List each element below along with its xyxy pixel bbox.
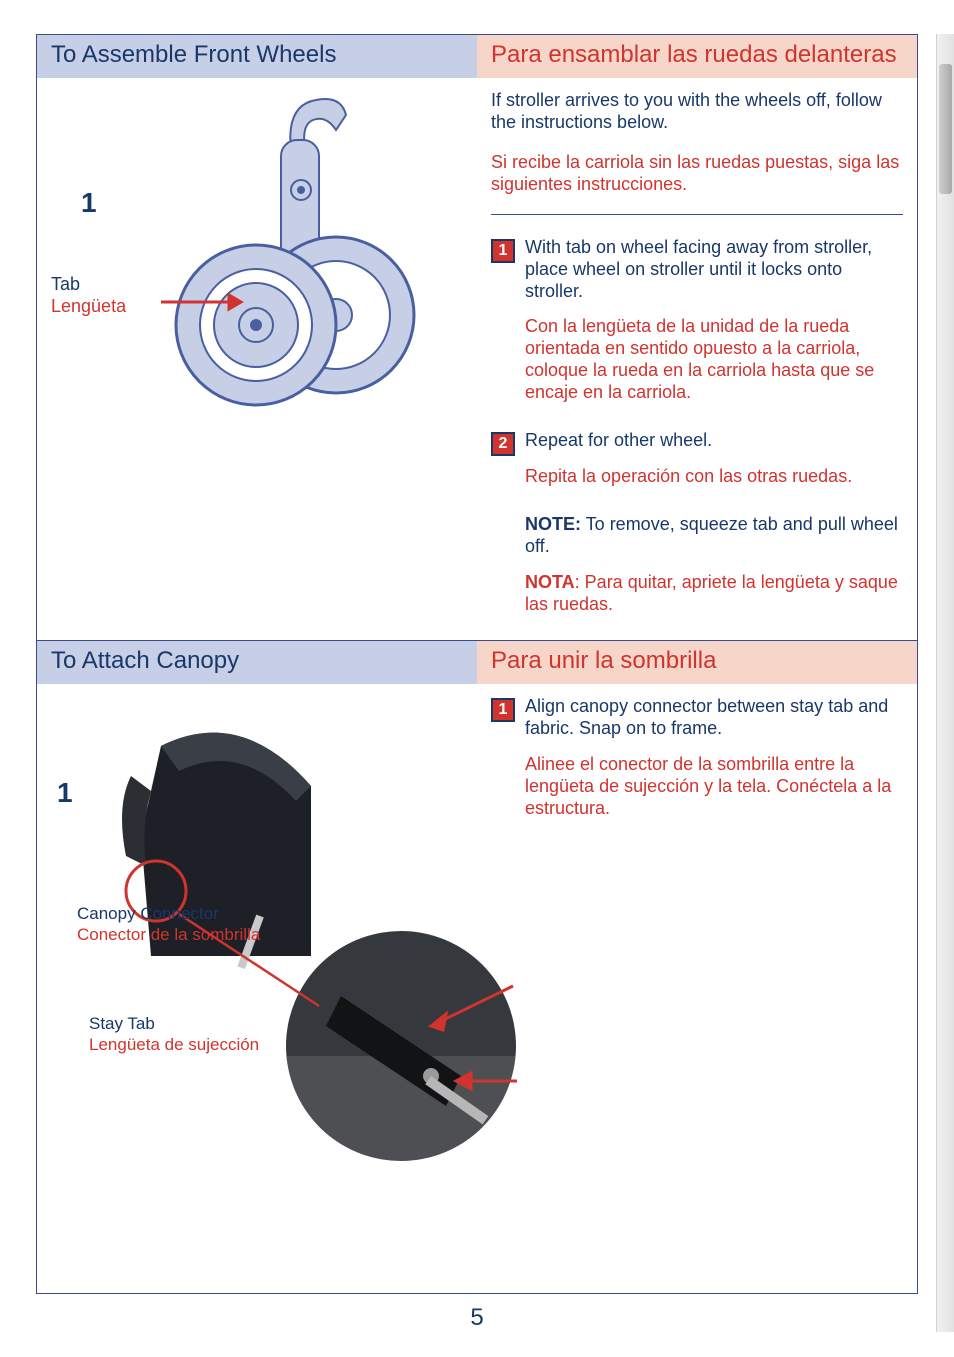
vertical-scrollbar[interactable] [936,34,954,1332]
step-number-badge: 2 [491,432,515,456]
callout1-es: Conector de la sombrilla [77,925,260,946]
note-label-es: NOTA [525,572,575,592]
section1-body: 1 Tab Lengüeta [37,78,917,640]
section1-heading-es: Para ensamblar las ruedas delanteras [477,35,917,78]
callout-stay-tab: Stay Tab Lengüeta de sujección [89,1014,259,1055]
section1-header: To Assemble Front Wheels Para ensamblar … [37,35,917,78]
section1-intro-es: Si recibe la carriola sin las ruedas pue… [491,152,903,196]
wheel-diagram: 1 Tab Lengüeta [51,90,463,550]
section2-figure-col: 1 [37,684,477,1266]
section2-step1: 1 Align canopy connector between stay ta… [491,696,903,834]
note-label-en: NOTE: [525,514,581,534]
divider [491,214,903,215]
wheel-illustration-svg [141,90,451,410]
callout1-en: Canopy Connector [77,904,260,925]
section1-intro-en: If stroller arrives to you with the whee… [491,90,903,134]
tab-label-en: Tab [51,274,126,296]
canopy-detail-svg [281,926,521,1166]
note-text-es: : Para quitar, apriete la lengüeta y saq… [525,572,898,614]
callout2-en: Stay Tab [89,1014,259,1035]
section1-note: NOTE: To remove, squeeze tab and pull wh… [491,514,903,616]
section2-body: 1 [37,684,917,1266]
section1-fig-number: 1 [81,186,97,220]
section1-step1-es: Con la lengüeta de la unidad de la rueda… [525,316,903,404]
section1-heading-en: To Assemble Front Wheels [37,35,477,78]
page-number: 5 [0,1304,954,1332]
section2-header: To Attach Canopy Para unir la sombrilla [37,641,917,684]
section2-text-col: 1 Align canopy connector between stay ta… [477,684,917,1266]
step-number-badge: 1 [491,698,515,722]
section1-step2: 2 Repeat for other wheel. Repita la oper… [491,430,903,502]
callout2-es: Lengüeta de sujección [89,1035,259,1056]
step-number-badge: 1 [491,239,515,263]
scrollbar-thumb[interactable] [939,64,952,194]
callout-canopy-connector: Canopy Connector Conector de la sombrill… [77,904,260,945]
section1-step2-en: Repeat for other wheel. [525,430,903,452]
section2-heading-en: To Attach Canopy [37,641,477,684]
section1-figure-col: 1 Tab Lengüeta [37,78,477,640]
section2-step1-en: Align canopy connector between stay tab … [525,696,903,740]
section1-step2-es: Repita la operación con las otras ruedas… [525,466,903,488]
note-text-en: To remove, squeeze tab and pull wheel of… [525,514,898,556]
canopy-diagram: 1 [51,696,463,1266]
manual-page: To Assemble Front Wheels Para ensamblar … [36,34,918,1294]
section2-fig-number: 1 [57,776,73,810]
section2-heading-es: Para unir la sombrilla [477,641,917,684]
section1-step1-en: With tab on wheel facing away from strol… [525,237,903,303]
tab-label-es: Lengüeta [51,296,126,318]
section2-step1-es: Alinee el conector de la sombrilla entre… [525,754,903,820]
section1-text-col: If stroller arrives to you with the whee… [477,78,917,640]
section1-step1: 1 With tab on wheel facing away from str… [491,237,903,419]
